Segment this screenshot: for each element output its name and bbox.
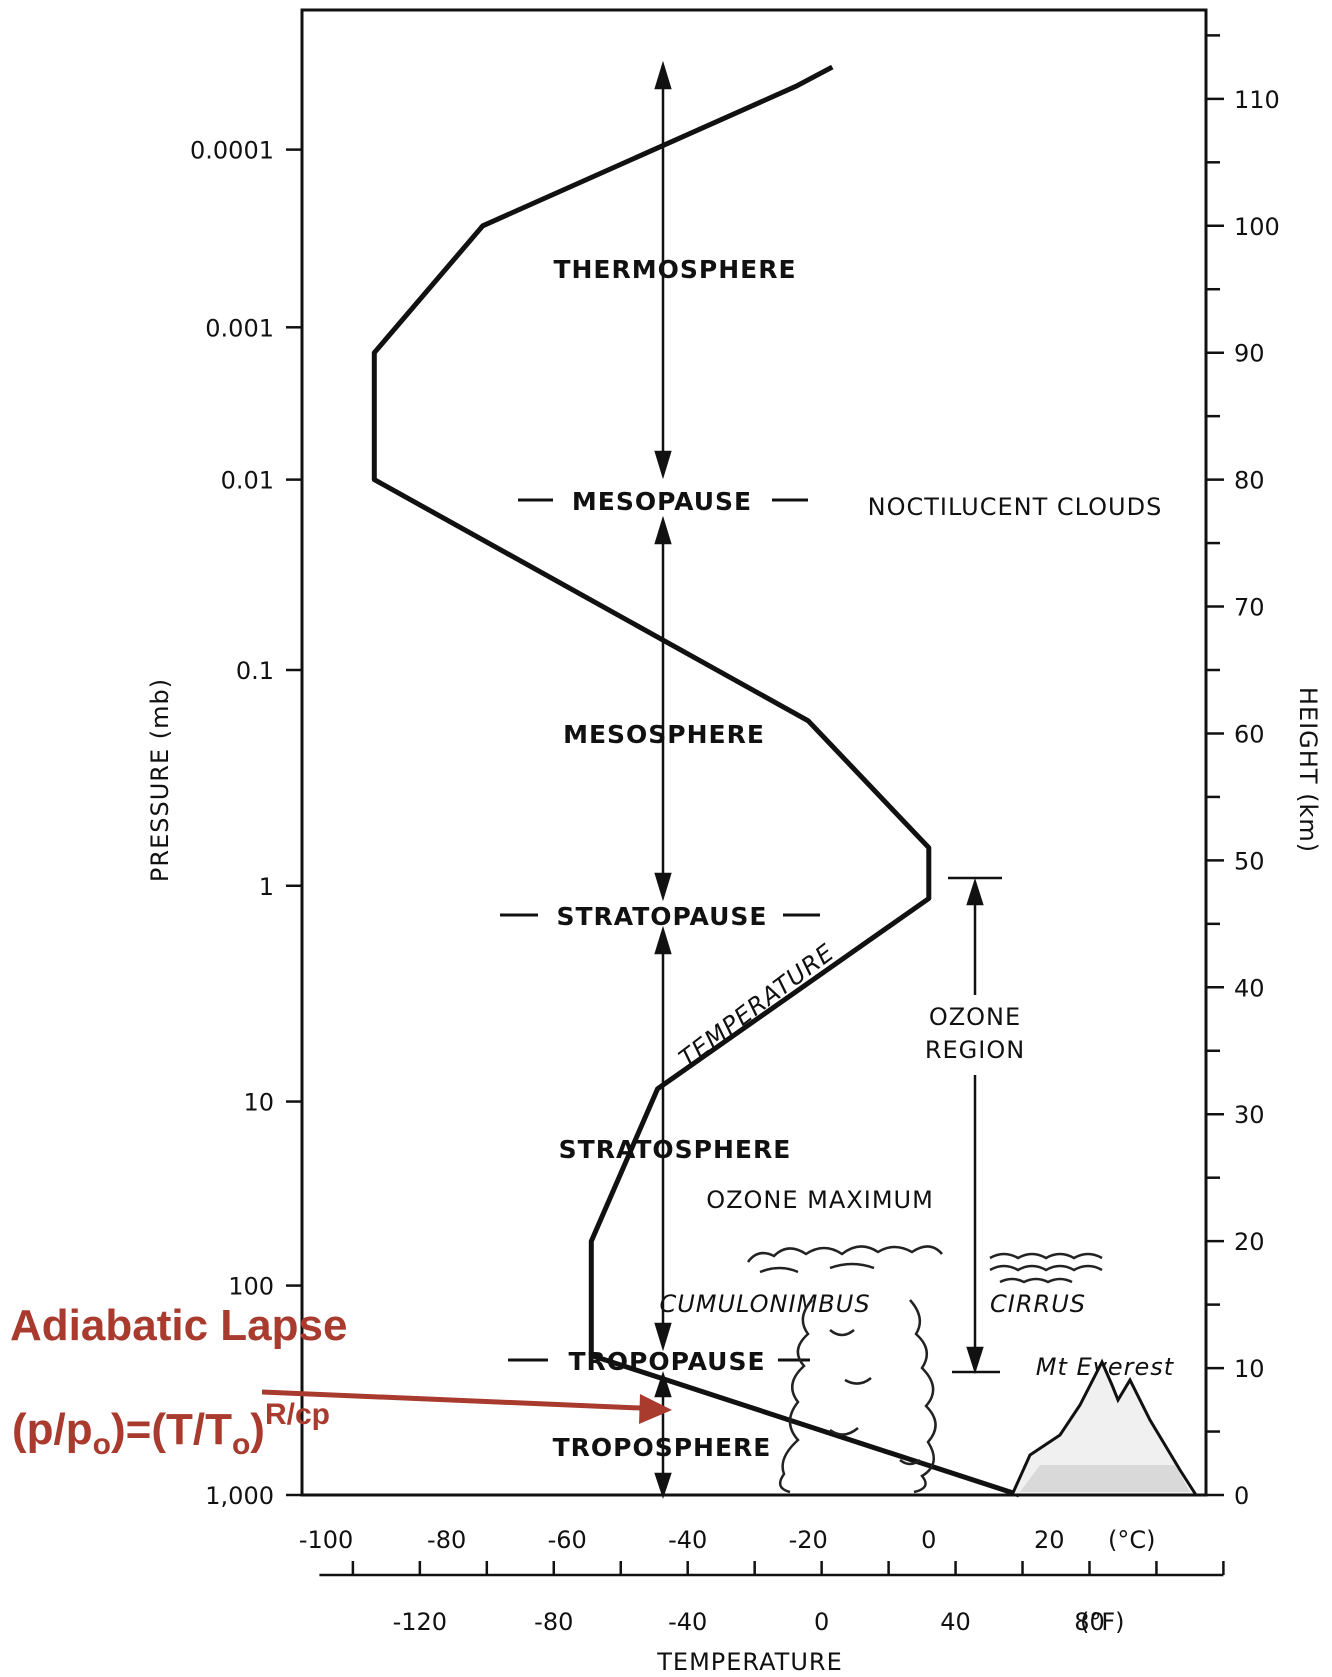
temperature-axis-title: TEMPERATURE bbox=[656, 1648, 843, 1676]
pressure-tick-label: 0.1 bbox=[236, 657, 274, 685]
pressure-tick-label: 10 bbox=[243, 1089, 274, 1117]
pressure-axis-title: PRESSURE (mb) bbox=[146, 678, 174, 882]
celsius-tick-label: -80 bbox=[427, 1526, 466, 1554]
height-tick-label: 70 bbox=[1234, 594, 1265, 622]
pressure-tick-label: 1,000 bbox=[205, 1482, 274, 1510]
height-tick-label: 100 bbox=[1234, 213, 1280, 241]
label-stratopause: STRATOPAUSE bbox=[556, 902, 767, 931]
adiabatic-lapse-title: Adiabatic Lapse bbox=[10, 1301, 347, 1350]
label-troposphere: TROPOSPHERE bbox=[553, 1433, 772, 1462]
adiabatic-lapse-overlay: Adiabatic Lapse (p/po)=(T/To)R/cp bbox=[10, 1301, 672, 1461]
height-tick-label: 0 bbox=[1234, 1482, 1249, 1510]
label-stratosphere: STRATOSPHERE bbox=[559, 1135, 792, 1164]
temperature-axis: -100 -80 -60 -40 -20 0 20 -120 -80 -40 0 40 80 bbox=[299, 1526, 1225, 1636]
pressure-tick-label: 0.001 bbox=[205, 314, 274, 342]
adiabatic-lapse-arrow-shaft bbox=[261, 1389, 641, 1411]
fahrenheit-tick-label: -80 bbox=[534, 1608, 573, 1636]
celsius-tick-label: -60 bbox=[548, 1526, 587, 1554]
label-cumulonimbus: CUMULONIMBUS bbox=[659, 1290, 870, 1318]
celsius-tick-label: 0 bbox=[921, 1526, 936, 1554]
plot-frame bbox=[300, 8, 1208, 1497]
adiabatic-lapse-formula: (p/po)=(T/To)R/cp bbox=[12, 1398, 330, 1461]
pressure-tick-label: 1 bbox=[259, 873, 274, 901]
fahrenheit-tick-label: -40 bbox=[668, 1608, 707, 1636]
label-temperature-curve: TEMPERATURE bbox=[674, 938, 840, 1073]
height-tick-label: 30 bbox=[1234, 1101, 1265, 1129]
pressure-tick-label: 0.0001 bbox=[190, 137, 274, 165]
height-axis: 0 10 20 30 40 50 60 70 80 90 100 110 bbox=[1206, 34, 1280, 1510]
celsius-unit-label: (°C) bbox=[1108, 1526, 1155, 1554]
height-axis-title: HEIGHT (km) bbox=[1294, 687, 1322, 853]
label-cirrus: CIRRUS bbox=[990, 1290, 1086, 1318]
label-region: REGION bbox=[925, 1036, 1025, 1064]
fahrenheit-tick-label: 80 bbox=[1074, 1608, 1105, 1636]
fahrenheit-tick-label: -120 bbox=[393, 1608, 447, 1636]
fahrenheit-tick-label: 0 bbox=[814, 1608, 829, 1636]
cirrus-cloud bbox=[989, 1252, 1103, 1284]
layer-arrows bbox=[654, 60, 672, 1499]
fahrenheit-unit-label: (°F) bbox=[1080, 1608, 1125, 1636]
label-mesosphere: MESOSPHERE bbox=[563, 720, 765, 749]
mt-everest-mountain bbox=[1009, 1358, 1199, 1497]
label-ozone: OZONE bbox=[929, 1003, 1021, 1031]
celsius-tick-label: -100 bbox=[299, 1526, 353, 1554]
celsius-tick-label: -40 bbox=[668, 1526, 707, 1554]
fahrenheit-tick-label: 40 bbox=[940, 1608, 971, 1636]
label-tropopause: TROPOPAUSE bbox=[568, 1347, 765, 1376]
pressure-tick-label: 0.01 bbox=[221, 467, 274, 495]
cumulonimbus-cloud bbox=[746, 1245, 943, 1494]
label-mesopause: MESOPAUSE bbox=[572, 487, 752, 516]
label-noctilucent-clouds: NOCTILUCENT CLOUDS bbox=[868, 493, 1163, 521]
height-tick-label: 20 bbox=[1234, 1228, 1265, 1256]
temperature-profile-line bbox=[371, 64, 1020, 1498]
celsius-tick-label: 20 bbox=[1034, 1526, 1065, 1554]
pressure-tick-label: 100 bbox=[228, 1273, 274, 1301]
ozone-region-bracket bbox=[948, 876, 1002, 1375]
height-tick-label: 110 bbox=[1234, 86, 1280, 114]
pressure-axis: 0.0001 0.001 0.01 0.1 1 10 100 1,000 bbox=[190, 137, 302, 1510]
label-ozone-maximum: OZONE MAXIMUM bbox=[706, 1186, 934, 1214]
label-thermosphere: THERMOSPHERE bbox=[553, 255, 796, 284]
pause-dashes bbox=[500, 498, 820, 1362]
height-tick-label: 10 bbox=[1234, 1355, 1265, 1383]
height-tick-label: 50 bbox=[1234, 847, 1265, 875]
celsius-tick-label: -20 bbox=[789, 1526, 828, 1554]
height-tick-label: 60 bbox=[1234, 720, 1265, 748]
height-tick-label: 40 bbox=[1234, 974, 1265, 1002]
height-tick-label: 80 bbox=[1234, 467, 1265, 495]
adiabatic-lapse-arrow-head bbox=[639, 1394, 672, 1424]
height-tick-label: 90 bbox=[1234, 340, 1265, 368]
